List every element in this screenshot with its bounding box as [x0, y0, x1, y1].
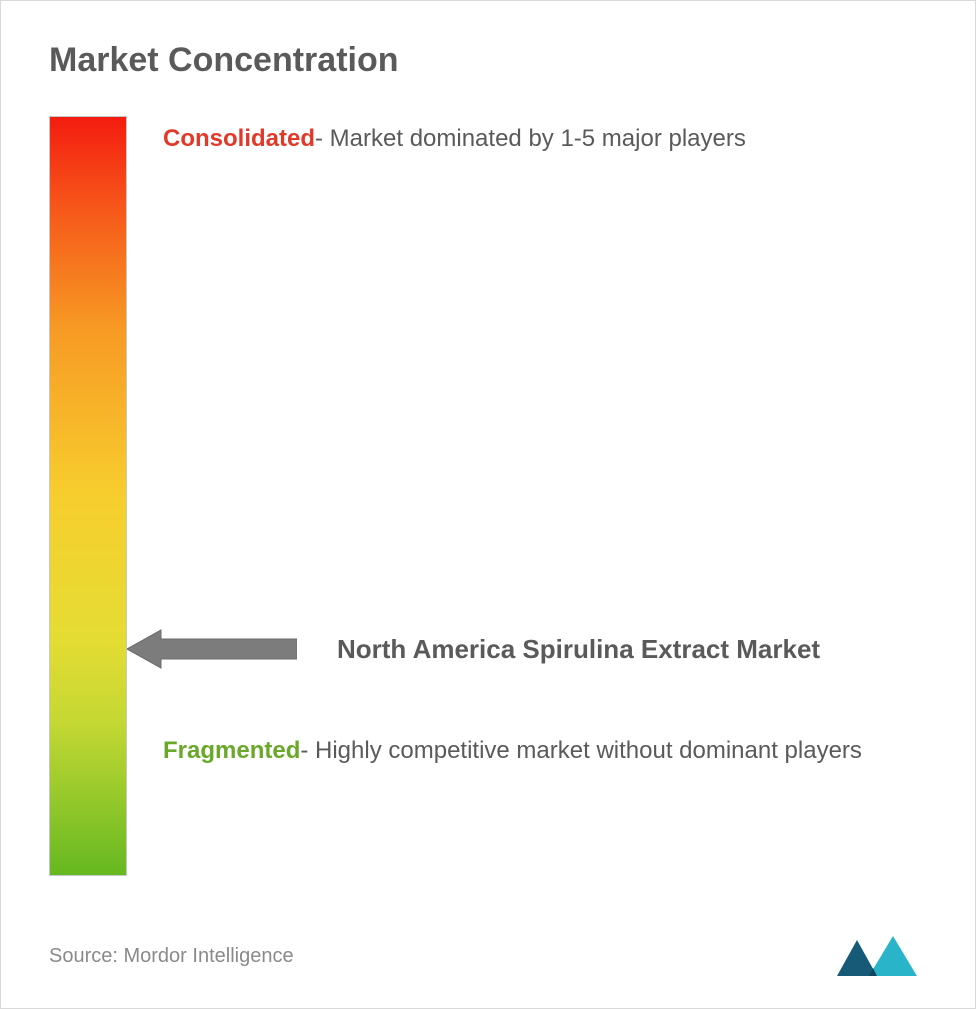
consolidated-rest: - Market dominated by 1-5 major players [315, 125, 746, 152]
source-text: Source: Mordor Intelligence [49, 945, 294, 968]
market-marker: North America Spirulina Extract Market [127, 628, 927, 670]
consolidated-description: Consolidated- Market dominated by 1-5 ma… [163, 116, 927, 162]
fragmented-key: Fragmented [163, 737, 300, 764]
card-footer: Source: Mordor Intelligence [49, 932, 927, 980]
fragmented-description: Fragmented- Highly competitive market wi… [163, 728, 927, 774]
card-title: Market Concentration [49, 41, 927, 80]
arrow-left-icon [127, 628, 297, 670]
fragmented-rest: - Highly competitive market without domi… [300, 737, 862, 764]
market-concentration-card: Market Concentration Consolidated- Marke… [0, 0, 976, 1009]
concentration-gradient-bar [49, 116, 127, 876]
labels-column: Consolidated- Market dominated by 1-5 ma… [163, 116, 927, 876]
marker-label: North America Spirulina Extract Market [337, 634, 820, 665]
content-area: Consolidated- Market dominated by 1-5 ma… [49, 116, 927, 876]
mordor-logo-icon [835, 932, 927, 980]
consolidated-key: Consolidated [163, 125, 315, 152]
